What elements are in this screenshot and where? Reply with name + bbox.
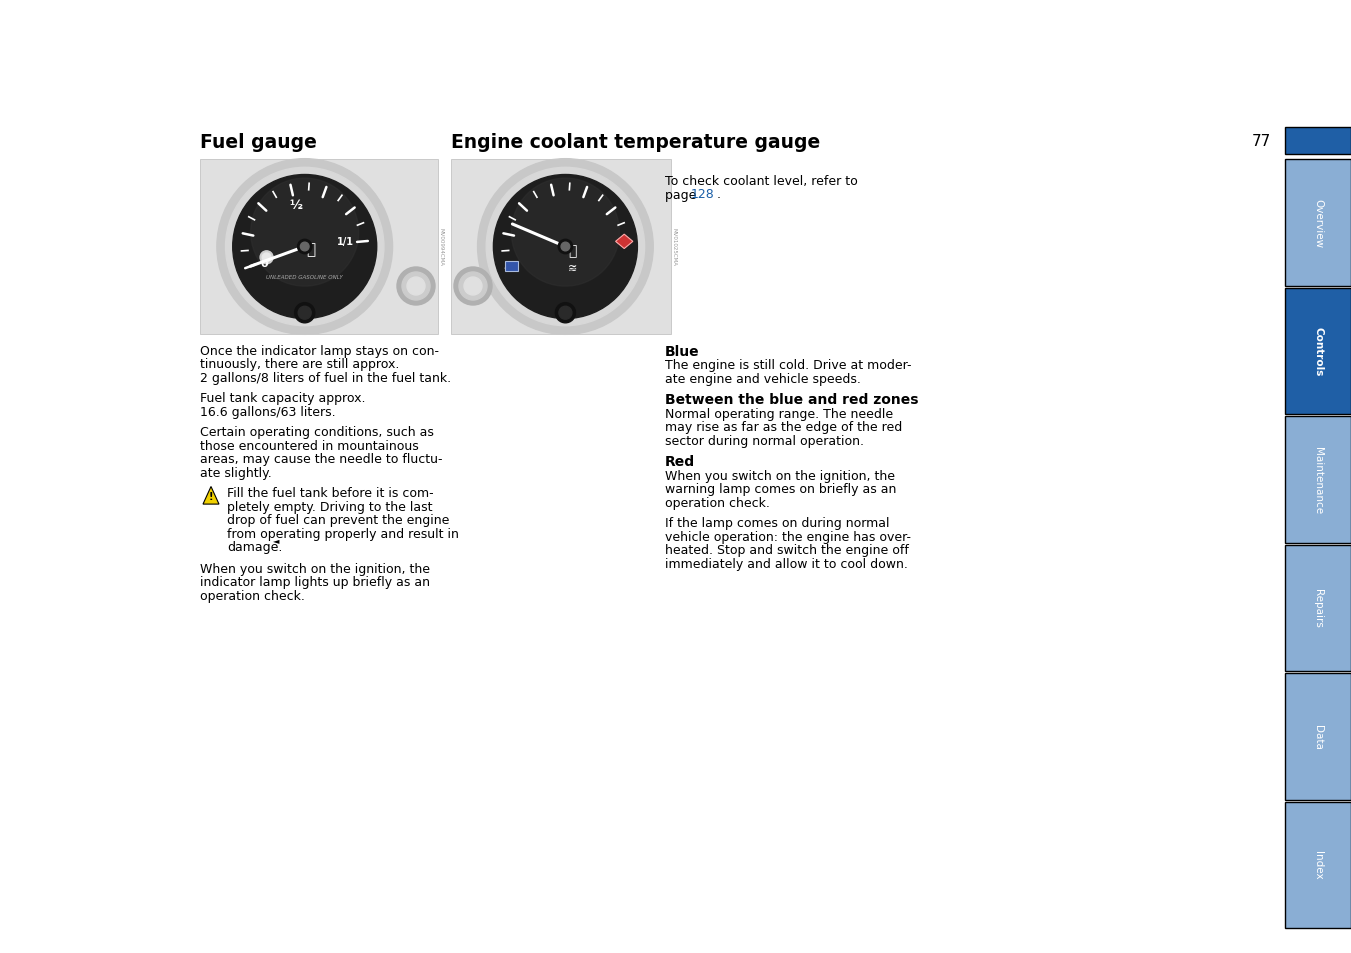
FancyBboxPatch shape bbox=[1285, 288, 1351, 415]
FancyBboxPatch shape bbox=[200, 160, 438, 335]
Circle shape bbox=[226, 168, 384, 326]
Text: tinuously, there are still approx.: tinuously, there are still approx. bbox=[200, 358, 400, 371]
Text: To check coolant level, refer to: To check coolant level, refer to bbox=[665, 174, 858, 188]
Text: Fuel tank capacity approx.: Fuel tank capacity approx. bbox=[200, 392, 366, 405]
Text: MV01025CMA: MV01025CMA bbox=[671, 229, 677, 266]
Text: 77: 77 bbox=[1252, 133, 1271, 149]
Circle shape bbox=[300, 243, 309, 252]
FancyBboxPatch shape bbox=[451, 160, 671, 335]
Text: Index: Index bbox=[1313, 850, 1323, 879]
Polygon shape bbox=[203, 487, 219, 504]
Text: Controls: Controls bbox=[1313, 327, 1323, 376]
FancyBboxPatch shape bbox=[1285, 416, 1351, 543]
Text: ⛽: ⛽ bbox=[305, 242, 315, 257]
Text: 🌡: 🌡 bbox=[569, 244, 577, 258]
Text: Between the blue and red zones: Between the blue and red zones bbox=[665, 393, 919, 407]
Text: Certain operating conditions, such as: Certain operating conditions, such as bbox=[200, 426, 434, 439]
Text: Red: Red bbox=[665, 455, 696, 469]
Text: pletely empty. Driving to the last: pletely empty. Driving to the last bbox=[227, 500, 432, 514]
Text: When you switch on the ignition, the: When you switch on the ignition, the bbox=[200, 562, 430, 576]
Text: If the lamp comes on during normal: If the lamp comes on during normal bbox=[665, 517, 889, 530]
Text: ≋: ≋ bbox=[567, 264, 577, 274]
Text: 128: 128 bbox=[690, 189, 715, 201]
Text: 16.6 gallons/63 liters.: 16.6 gallons/63 liters. bbox=[200, 406, 335, 418]
Text: ate slightly.: ate slightly. bbox=[200, 467, 272, 479]
Text: Fill the fuel tank before it is com-: Fill the fuel tank before it is com- bbox=[227, 487, 434, 500]
Text: Maintenance: Maintenance bbox=[1313, 446, 1323, 514]
Text: 0: 0 bbox=[261, 258, 269, 269]
Circle shape bbox=[403, 273, 430, 301]
Circle shape bbox=[486, 168, 644, 326]
Circle shape bbox=[561, 243, 570, 252]
Circle shape bbox=[251, 179, 359, 287]
Text: damage.: damage. bbox=[227, 541, 282, 554]
Text: 2 gallons/8 liters of fuel in the fuel tank.: 2 gallons/8 liters of fuel in the fuel t… bbox=[200, 372, 451, 385]
Text: ate engine and vehicle speeds.: ate engine and vehicle speeds. bbox=[665, 373, 861, 386]
FancyBboxPatch shape bbox=[1285, 545, 1351, 671]
Text: from operating properly and result in: from operating properly and result in bbox=[227, 527, 459, 540]
Text: UNLEADED GASOLINE ONLY: UNLEADED GASOLINE ONLY bbox=[266, 275, 343, 280]
Text: Normal operating range. The needle: Normal operating range. The needle bbox=[665, 408, 893, 420]
Circle shape bbox=[454, 268, 492, 306]
Text: 1/1: 1/1 bbox=[336, 237, 354, 247]
Circle shape bbox=[555, 303, 576, 323]
Text: ◄: ◄ bbox=[273, 536, 280, 545]
Text: MV00994CMA: MV00994CMA bbox=[439, 229, 443, 266]
Text: warning lamp comes on briefly as an: warning lamp comes on briefly as an bbox=[665, 483, 896, 496]
Circle shape bbox=[261, 252, 273, 265]
Text: Blue: Blue bbox=[665, 345, 700, 358]
Text: indicator lamp lights up briefly as an: indicator lamp lights up briefly as an bbox=[200, 576, 430, 589]
Circle shape bbox=[459, 273, 486, 301]
Circle shape bbox=[559, 307, 571, 320]
Circle shape bbox=[262, 253, 272, 262]
Text: those encountered in mountainous: those encountered in mountainous bbox=[200, 439, 419, 453]
Circle shape bbox=[295, 303, 315, 323]
Circle shape bbox=[232, 175, 377, 319]
Text: vehicle operation: the engine has over-: vehicle operation: the engine has over- bbox=[665, 531, 911, 543]
Text: ½: ½ bbox=[289, 199, 303, 212]
Circle shape bbox=[477, 159, 654, 335]
Text: Fuel gauge: Fuel gauge bbox=[200, 132, 317, 152]
Text: may rise as far as the edge of the red: may rise as far as the edge of the red bbox=[665, 421, 902, 434]
Circle shape bbox=[299, 307, 311, 320]
Circle shape bbox=[558, 240, 573, 254]
Text: Overview: Overview bbox=[1313, 198, 1323, 248]
Circle shape bbox=[218, 159, 393, 335]
FancyBboxPatch shape bbox=[1285, 160, 1351, 286]
Text: .: . bbox=[717, 189, 721, 201]
Circle shape bbox=[297, 240, 312, 254]
FancyBboxPatch shape bbox=[1285, 801, 1351, 928]
FancyBboxPatch shape bbox=[1285, 128, 1351, 154]
Text: sector during normal operation.: sector during normal operation. bbox=[665, 435, 865, 448]
Text: operation check.: operation check. bbox=[665, 497, 770, 510]
FancyBboxPatch shape bbox=[505, 262, 517, 272]
Text: !: ! bbox=[209, 491, 213, 501]
Text: When you switch on the ignition, the: When you switch on the ignition, the bbox=[665, 470, 894, 482]
Text: heated. Stop and switch the engine off: heated. Stop and switch the engine off bbox=[665, 544, 909, 557]
Text: operation check.: operation check. bbox=[200, 589, 305, 602]
Text: page: page bbox=[665, 189, 700, 201]
Circle shape bbox=[397, 268, 435, 306]
Text: Once the indicator lamp stays on con-: Once the indicator lamp stays on con- bbox=[200, 345, 439, 357]
Text: Repairs: Repairs bbox=[1313, 589, 1323, 627]
Circle shape bbox=[463, 277, 482, 295]
Circle shape bbox=[512, 179, 619, 287]
Text: drop of fuel can prevent the engine: drop of fuel can prevent the engine bbox=[227, 514, 450, 527]
Text: Engine coolant temperature gauge: Engine coolant temperature gauge bbox=[451, 132, 820, 152]
Text: immediately and allow it to cool down.: immediately and allow it to cool down. bbox=[665, 558, 908, 571]
Polygon shape bbox=[616, 234, 632, 250]
Circle shape bbox=[493, 175, 638, 319]
FancyBboxPatch shape bbox=[1285, 673, 1351, 800]
Text: Data: Data bbox=[1313, 724, 1323, 749]
Circle shape bbox=[407, 277, 426, 295]
Text: areas, may cause the needle to fluctu-: areas, may cause the needle to fluctu- bbox=[200, 453, 443, 466]
Text: The engine is still cold. Drive at moder-: The engine is still cold. Drive at moder… bbox=[665, 359, 912, 372]
